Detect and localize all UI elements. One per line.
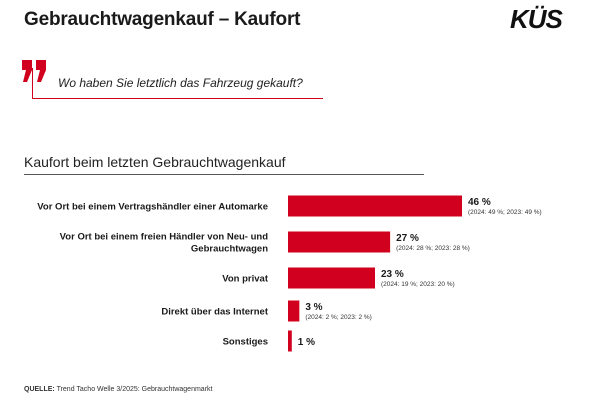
source-text: Trend Tacho Welle 3/2025: Gebrauchtwagen… (56, 386, 213, 393)
value-label: 27 % (396, 233, 419, 244)
category-label: Direkt über das Internet (161, 307, 268, 318)
category-label: Von privat (222, 274, 269, 285)
quotation-mark-icon (22, 60, 46, 82)
category-label: Vor Ort bei einem Vertragshändler einer … (37, 202, 268, 213)
bar (288, 300, 300, 322)
survey-question: Wo haben Sie letztlich das Fahrzeug geka… (58, 76, 303, 90)
bar (288, 231, 391, 253)
category-label: Sonstiges (223, 337, 268, 348)
category-label: Vor Ort bei einem freien Händler von Neu… (60, 232, 269, 243)
comparison-note: (2024: 49 %; 2023: 49 %) (468, 209, 542, 216)
value-label: 1 % (298, 337, 315, 348)
category-label: Gebrauchtwagen (191, 244, 268, 255)
value-label: 3 % (305, 302, 322, 313)
bar (288, 267, 375, 289)
value-label: 23 % (381, 269, 404, 280)
comparison-note: (2024: 2 %; 2023: 2 %) (305, 314, 372, 321)
bar (288, 330, 292, 352)
source-note: QUELLE: Trend Tacho Welle 3/2025: Gebrau… (24, 386, 212, 393)
title-divider (24, 174, 424, 175)
comparison-note: (2024: 19 %; 2023: 20 %) (381, 281, 455, 288)
question-box (32, 68, 323, 99)
comparison-note: (2024: 28 %; 2023: 28 %) (396, 245, 470, 252)
page-title: Gebrauchtwagenkauf – Kaufort (24, 9, 301, 30)
chart-title: Kaufort beim letzten Gebrauchtwagenkauf (24, 154, 286, 170)
source-label: QUELLE: (24, 386, 55, 393)
bar (288, 195, 462, 217)
value-label: 46 % (468, 197, 491, 208)
brand-logo: KÜS (510, 4, 563, 34)
